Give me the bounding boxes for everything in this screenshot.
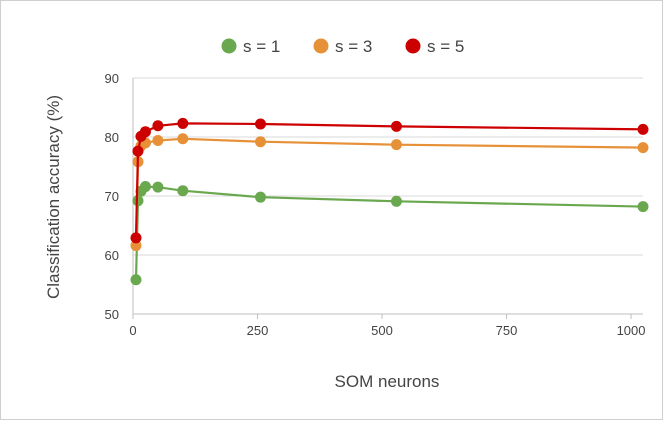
data-point [130, 274, 142, 286]
x-tick-label: 750 [496, 323, 518, 338]
y-tick-label: 80 [105, 130, 119, 145]
data-point [139, 181, 151, 193]
data-point [177, 133, 189, 145]
y-tick-label: 90 [105, 71, 119, 86]
data-point [139, 126, 151, 138]
y-tick-label: 50 [105, 307, 119, 322]
data-point [390, 195, 402, 207]
x-tick-label: 0 [129, 323, 136, 338]
data-point [637, 123, 649, 135]
y-tick-label: 70 [105, 189, 119, 204]
data-point [130, 240, 142, 252]
data-point [130, 232, 142, 244]
data-point [177, 117, 189, 129]
legend-label: s = 3 [335, 37, 372, 56]
data-point [177, 185, 189, 197]
x-tick-labels: 0 250 500 750 1000 [129, 323, 645, 338]
legend: s = 1 s = 3 s = 5 [221, 37, 464, 56]
y-axis-title: Classification accuracy (%) [44, 95, 63, 299]
legend-label: s = 1 [243, 37, 280, 56]
data-point [255, 191, 266, 203]
data-point [255, 118, 266, 130]
series-line [134, 185, 644, 280]
data-point [152, 120, 164, 132]
series-group [130, 117, 649, 286]
axes [132, 78, 643, 319]
data-point [637, 201, 649, 213]
legend-marker [313, 38, 329, 54]
x-tick-label: 1000 [617, 323, 646, 338]
legend-label: s = 5 [427, 37, 464, 56]
x-tick-label: 250 [247, 323, 269, 338]
y-tick-labels: 50 60 70 80 90 [105, 71, 119, 322]
legend-marker [405, 38, 421, 54]
x-axis-title: SOM neurons [335, 372, 440, 391]
data-point [637, 142, 649, 154]
data-point [152, 135, 164, 147]
x-tick-label: 500 [371, 323, 393, 338]
data-point [390, 120, 402, 132]
gridlines [133, 77, 643, 256]
data-point [152, 181, 164, 193]
data-point [132, 145, 144, 157]
data-point [255, 136, 266, 148]
data-point [390, 139, 402, 151]
legend-marker [221, 38, 237, 54]
y-tick-label: 60 [105, 248, 119, 263]
